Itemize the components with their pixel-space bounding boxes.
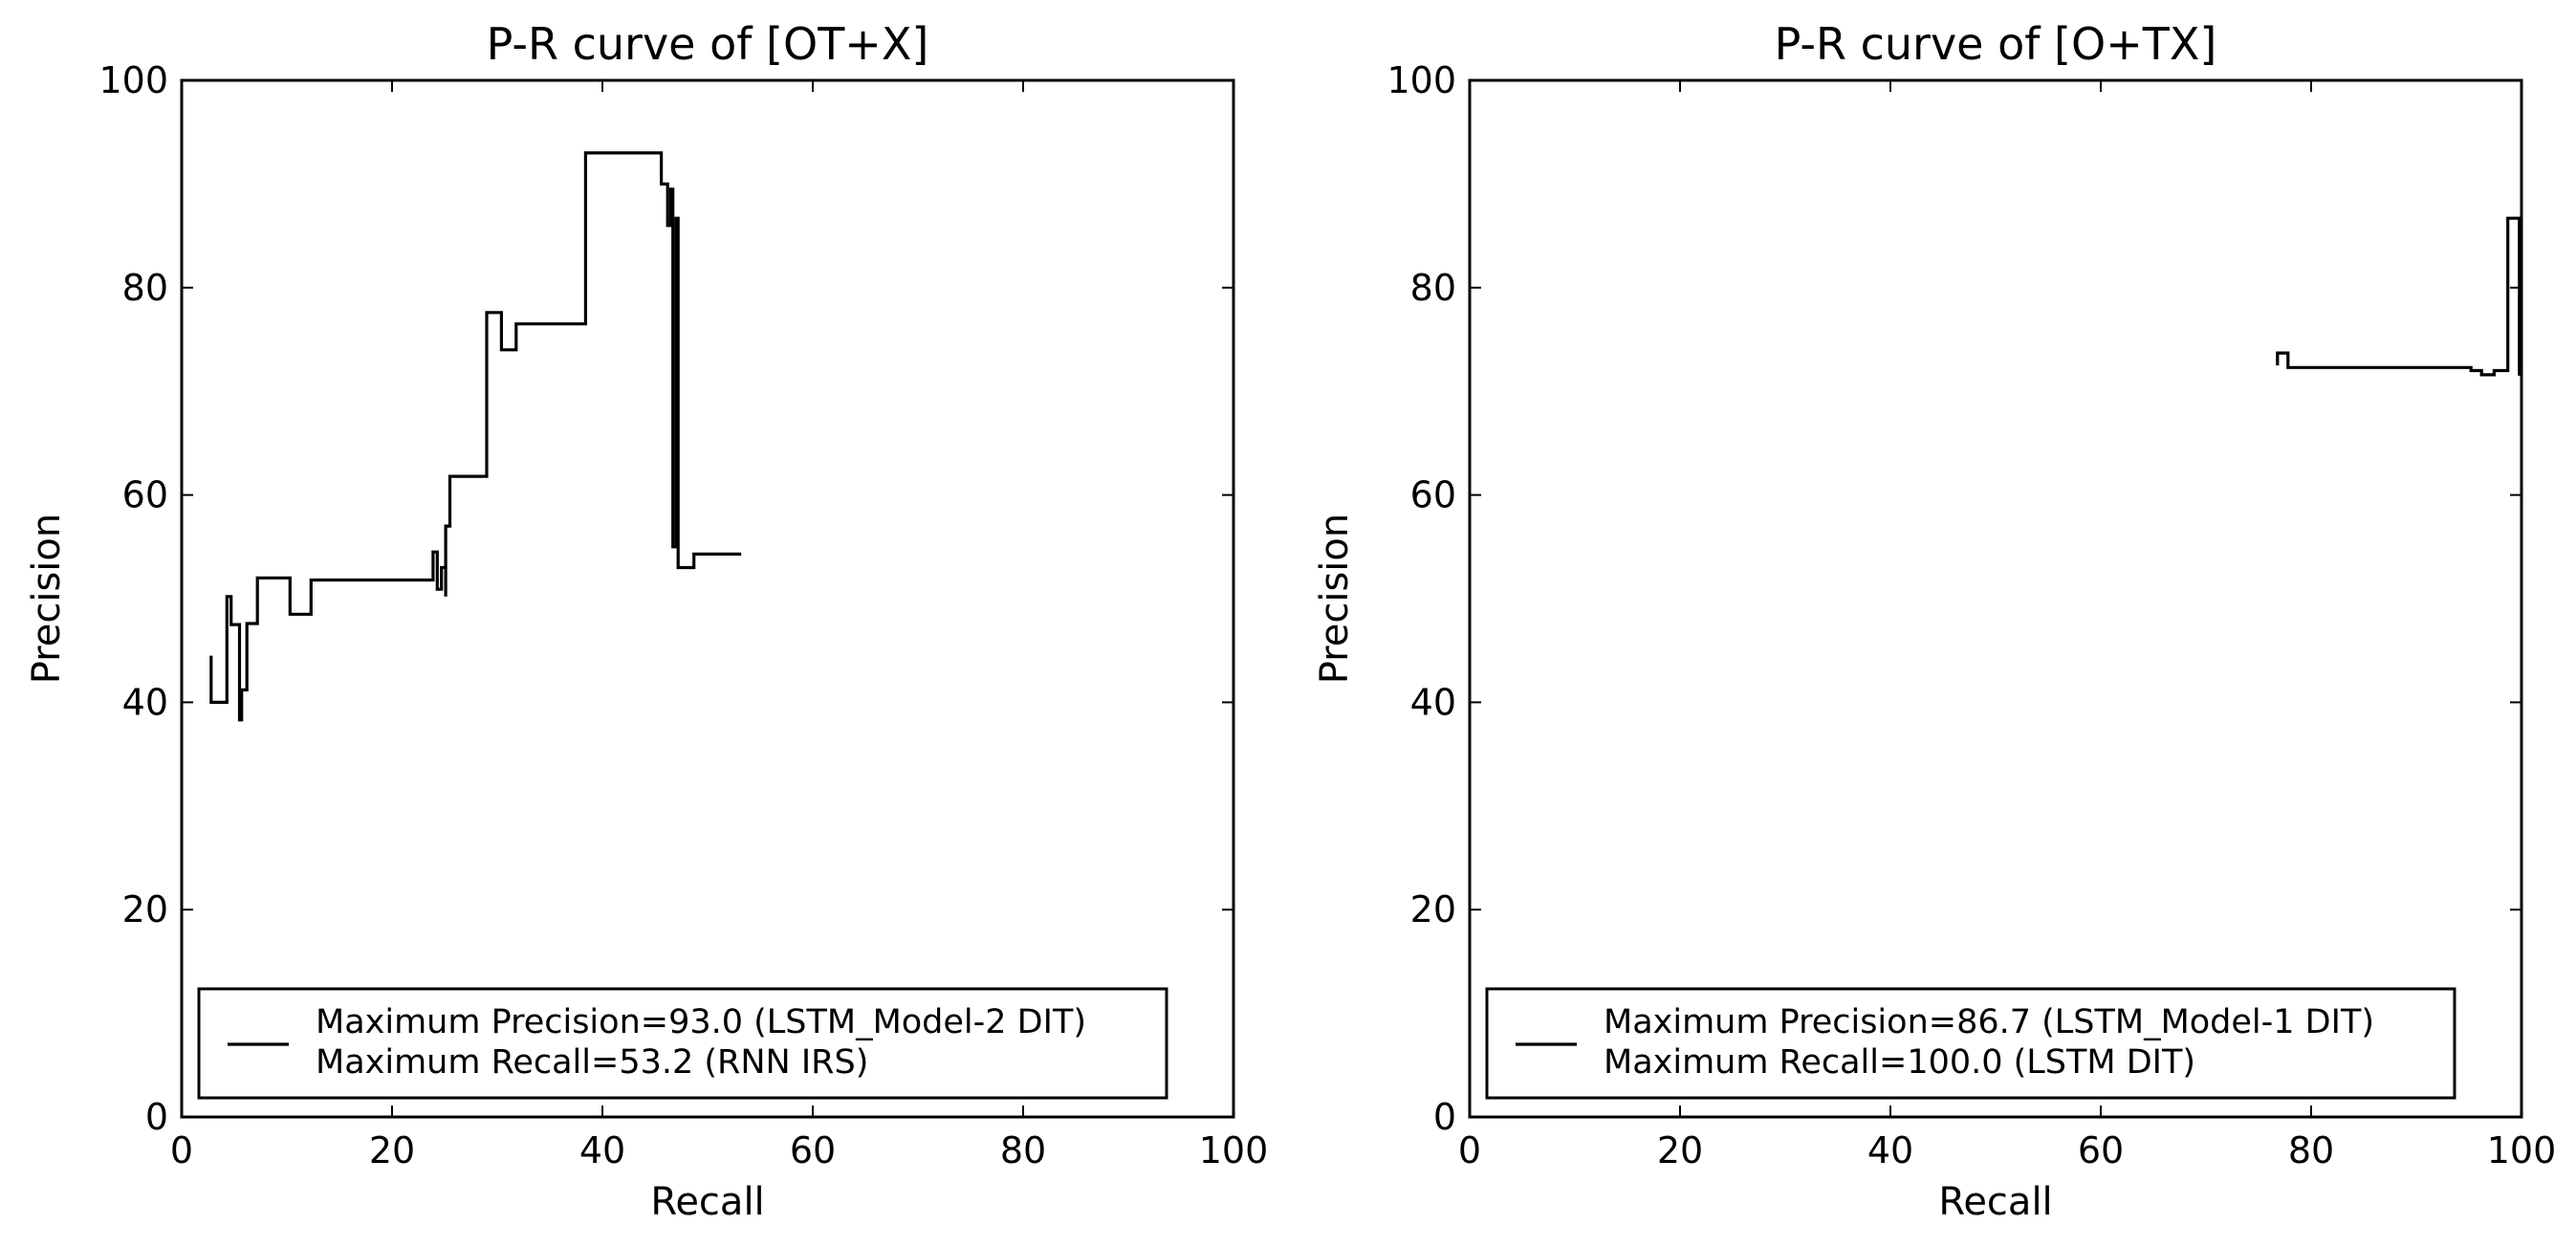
y-tick-label: 0 (1433, 1096, 1456, 1138)
series-line (2276, 216, 2521, 377)
y-tick-label: 60 (122, 474, 168, 516)
legend-entry: Maximum Precision=93.0 (LSTM_Model-2 DIT… (316, 1003, 1086, 1041)
y-tick-label: 60 (1410, 474, 1456, 516)
plot-frame (1468, 78, 2523, 1119)
x-axis-label: Recall (650, 1180, 764, 1224)
x-tick-label: 40 (1867, 1129, 1913, 1171)
x-tick-label: 40 (579, 1129, 625, 1171)
y-tick-label: 80 (1410, 267, 1456, 309)
x-tick-label: 0 (1458, 1129, 1481, 1171)
x-tick-label: 80 (1000, 1129, 1046, 1171)
y-tick-label: 0 (145, 1096, 168, 1138)
pr-chart-left: P-R curve of [OT+X] 0 20 40 60 80 100 0 20 40 60 80… (25, 18, 1269, 1224)
chart-title: P-R curve of [OT+X] (487, 18, 929, 70)
x-axis-label: Recall (1938, 1180, 2052, 1224)
chart-svg: P-R curve of [OT+X] 0 20 40 60 80 100 0 20 40 60 80… (25, 18, 1269, 1224)
legend-box (197, 987, 1168, 1100)
y-tick-label: 20 (122, 888, 168, 931)
x-tick-label: 20 (369, 1129, 415, 1171)
y-axis-label: Precision (25, 514, 69, 684)
plot-frame (180, 78, 1235, 1119)
x-tick-label: 100 (1199, 1129, 1269, 1171)
y-tick-label: 100 (98, 59, 168, 101)
chart-title: P-R curve of [O+TX] (1775, 18, 2217, 70)
x-tick-label: 80 (2288, 1129, 2334, 1171)
x-tick-label: 60 (2078, 1129, 2124, 1171)
y-axis-label: Precision (1313, 514, 1357, 684)
y-tick-label: 40 (122, 681, 168, 723)
chart-svg: P-R curve of [O+TX] 0 20 40 60 80 100 0 20 40 60 80… (1313, 18, 2557, 1224)
x-tick-label: 0 (170, 1129, 193, 1171)
y-tick-label: 80 (122, 267, 168, 309)
pr-chart-right: P-R curve of [O+TX] 0 20 40 60 80 100 0 20 40 60 80… (1288, 0, 2576, 1248)
y-tick-label: 20 (1410, 888, 1456, 931)
legend-entry: Maximum Precision=86.7 (LSTM_Model-1 DIT… (1604, 1003, 2374, 1041)
legend-entry: Maximum Recall=53.2 (RNN IRS) (316, 1043, 868, 1082)
legend-box (1485, 987, 2456, 1100)
x-tick-label: 20 (1657, 1129, 1703, 1171)
x-tick-label: 60 (790, 1129, 836, 1171)
y-tick-label: 40 (1410, 681, 1456, 723)
y-tick-label: 100 (1386, 59, 1456, 101)
x-tick-label: 100 (2487, 1129, 2557, 1171)
series-line (209, 151, 742, 722)
legend-entry: Maximum Recall=100.0 (LSTM DIT) (1604, 1043, 2195, 1082)
